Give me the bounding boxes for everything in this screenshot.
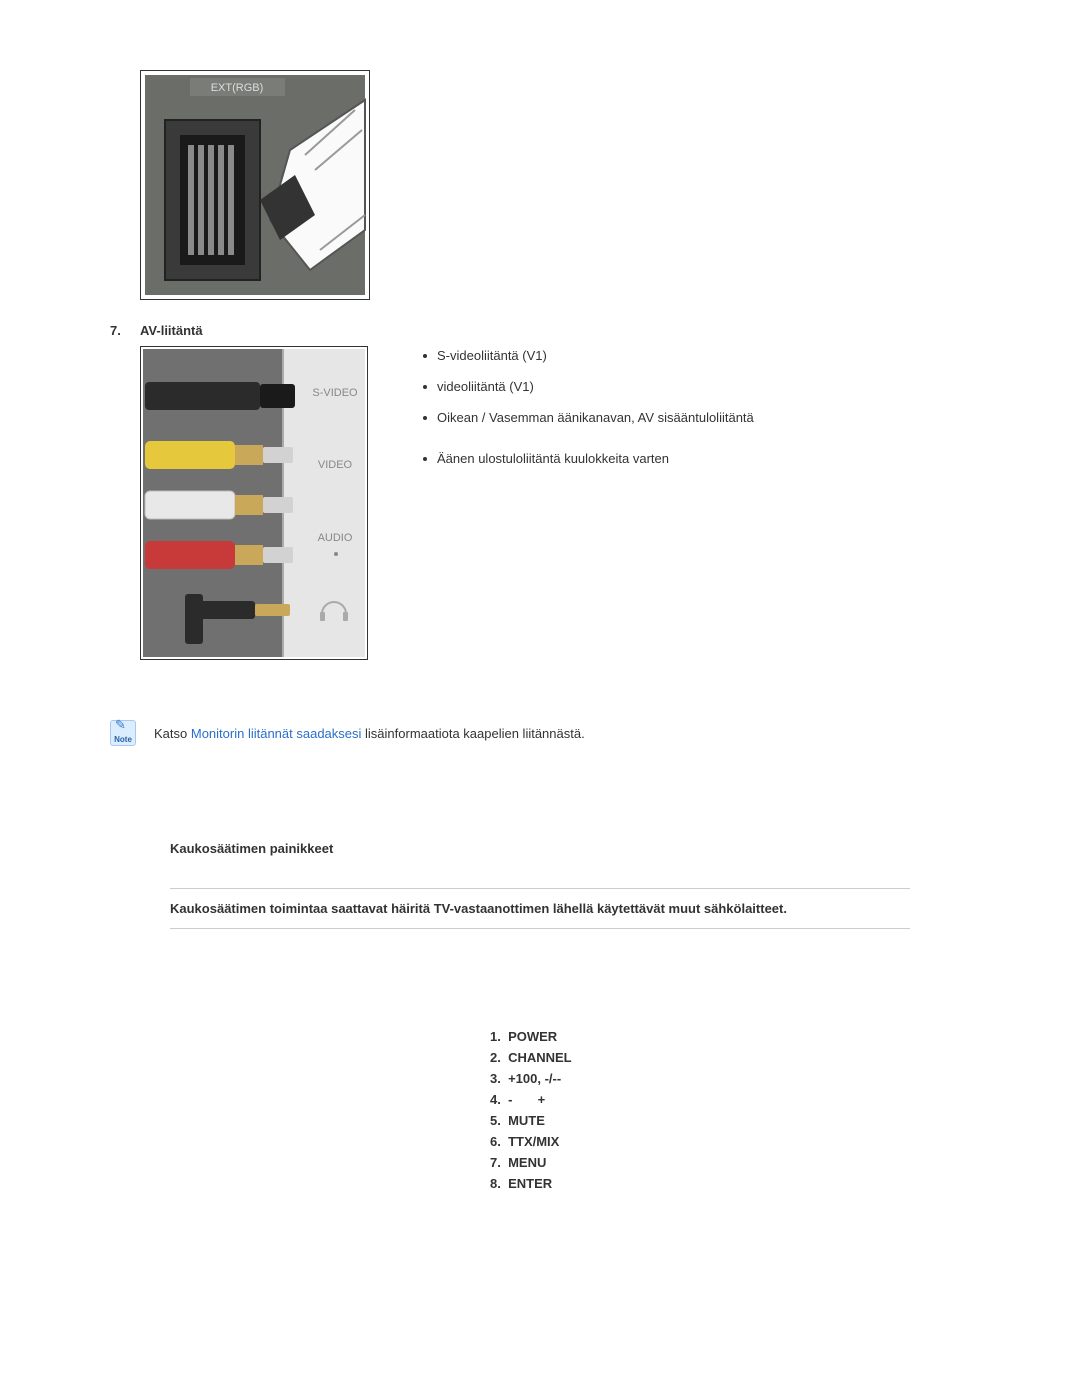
remote-list-item: 3. +100, -/--: [490, 1071, 970, 1086]
remote-list-item: 4. - +: [490, 1092, 970, 1107]
av-bullet-item: S-videoliitäntä (V1): [423, 348, 754, 363]
av-bullet-list: S-videoliitäntä (V1) videoliitäntä (V1) …: [423, 346, 754, 660]
svg-text:AUDIO: AUDIO: [318, 532, 353, 544]
remote-list-item: 6. TTX/MIX: [490, 1134, 970, 1149]
av-bullet-item: Äänen ulostuloliitäntä kuulokkeita varte…: [423, 451, 754, 466]
remote-list-item: 7. MENU: [490, 1155, 970, 1170]
note-icon-label: Note: [114, 735, 132, 744]
note-icon: Note: [110, 720, 136, 746]
remote-list-item: 8. ENTER: [490, 1176, 970, 1191]
section-7-title: AV-liitäntä: [140, 323, 203, 338]
warning-text: Kaukosäätimen toimintaa saattavat häirit…: [170, 901, 910, 916]
remote-list-item: 2. CHANNEL: [490, 1050, 970, 1065]
av-bullet-item: Oikean / Vasemman äänikanavan, AV sisään…: [423, 410, 754, 425]
section-7-number: 7.: [110, 323, 140, 338]
remote-list-item: 1. POWER: [490, 1029, 970, 1044]
svg-text:EXT(RGB): EXT(RGB): [211, 82, 264, 94]
svg-text:S-VIDEO: S-VIDEO: [312, 387, 358, 399]
figure-av: S-VIDEO VIDEO AUDIO: [140, 346, 368, 660]
note-after: lisäinformaatiota kaapelien liitännästä.: [361, 726, 584, 741]
note-before: Katso: [154, 726, 191, 741]
figure-scart: EXT(RGB): [140, 70, 970, 303]
remote-list-item: 5. MUTE: [490, 1113, 970, 1128]
av-bullet-item: videoliitäntä (V1): [423, 379, 754, 394]
remote-button-list: 1. POWER 2. CHANNEL 3. +100, -/-- 4. - +…: [490, 1029, 970, 1191]
note-link[interactable]: Monitorin liitännät saadaksesi: [191, 726, 362, 741]
svg-text:VIDEO: VIDEO: [318, 459, 353, 471]
note-text: Katso Monitorin liitännät saadaksesi lis…: [154, 726, 585, 741]
remote-section-title: Kaukosäätimen painikkeet: [170, 841, 970, 856]
